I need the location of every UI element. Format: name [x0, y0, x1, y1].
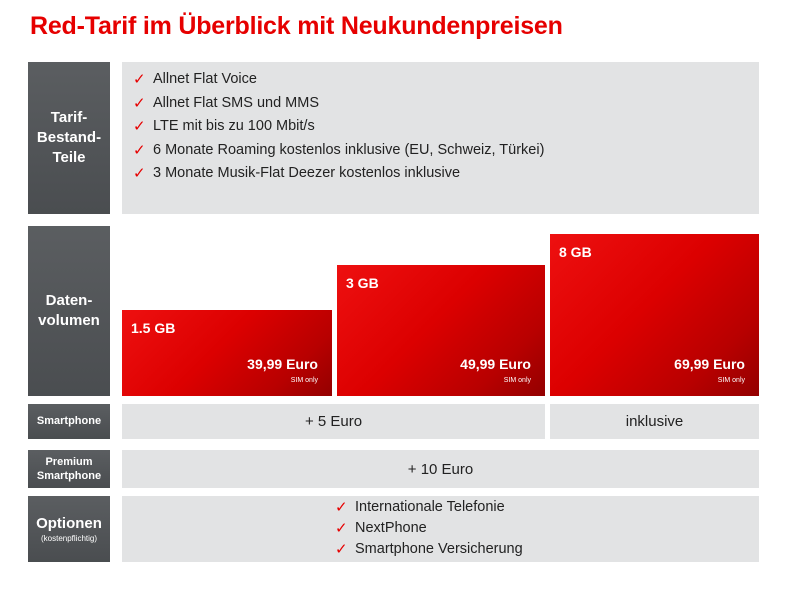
- tarif-feature-text: 6 Monate Roaming kostenlos inklusive (EU…: [153, 141, 545, 158]
- plan-1-5gb-card[interactable]: 1.5 GB 39,99 Euro SIM only: [122, 310, 332, 396]
- check-icon: ✓: [133, 94, 146, 112]
- check-icon: ✓: [133, 118, 146, 135]
- plan-price: 39,99 Euro: [247, 356, 318, 372]
- tarif-feature-item: ✓ 3 Monate Musik-Flat Deezer kostenlos in…: [133, 162, 544, 186]
- check-icon: ✓: [133, 165, 146, 182]
- smartphone-included-large-plan: inklusive: [550, 404, 759, 439]
- tarif-label-line-3: Teile: [52, 149, 86, 167]
- option-item: ✓ NextPhone: [335, 518, 523, 539]
- check-icon: ✓: [335, 520, 348, 537]
- option-text: NextPhone: [355, 520, 427, 536]
- datenvolumen-label: Daten- volumen: [28, 226, 110, 396]
- optionen-label-text: Optionen: [36, 514, 102, 532]
- plan-3gb-card[interactable]: 3 GB 49,99 Euro SIM only: [337, 265, 545, 396]
- tarif-feature-text: LTE mit bis zu 100 Mbit/s: [153, 118, 315, 134]
- option-text: Internationale Telefonie: [355, 499, 505, 515]
- check-icon: ✓: [133, 71, 146, 88]
- premium-surcharge: + 10 Euro: [122, 450, 759, 488]
- smartphone-label: Smartphone: [28, 404, 110, 439]
- plan-volume: 8 GB: [559, 244, 592, 260]
- tarif-label-line-1: Tarif-: [50, 108, 88, 126]
- plan-note: SIM only: [290, 377, 318, 384]
- tarif-feature-item: ✓ Allnet Flat SMS und MMS: [133, 92, 544, 116]
- tarif-feature-text: Allnet Flat SMS und MMS: [153, 94, 319, 111]
- tarif-features-panel: ✓ Allnet Flat Voice ✓ Allnet Flat SMS und …: [122, 62, 759, 214]
- plan-8gb-card[interactable]: 8 GB 69,99 Euro SIM only: [550, 234, 759, 396]
- plan-volume: 3 GB: [346, 275, 379, 291]
- daten-label-line-1: Daten-: [45, 291, 93, 309]
- premium-smartphone-label: Premium Smartphone: [28, 450, 110, 488]
- options-panel: ✓ Internationale Telefonie ✓ NextPhone ✓ Sm…: [122, 496, 759, 562]
- option-text: Smartphone Versicherung: [355, 541, 523, 557]
- plan-note: SIM only: [503, 377, 531, 384]
- check-icon: ✓: [133, 141, 146, 159]
- plan-price: 69,99 Euro: [674, 356, 745, 372]
- tarif-feature-text: Allnet Flat Voice: [153, 71, 257, 87]
- premium-label-line-2: Smartphone: [36, 470, 102, 482]
- tarif-feature-item: ✓ LTE mit bis zu 100 Mbit/s: [133, 115, 544, 139]
- options-list: ✓ Internationale Telefonie ✓ NextPhone ✓ Sm…: [335, 497, 523, 560]
- tarif-feature-list: ✓ Allnet Flat Voice ✓ Allnet Flat SMS und …: [133, 68, 544, 186]
- plan-price: 49,99 Euro: [460, 356, 531, 372]
- optionen-label-subtext: (kostenpflichtig): [40, 533, 98, 543]
- optionen-label: Optionen (kostenpflichtig): [28, 496, 110, 562]
- smartphone-surcharge-small-plans: + 5 Euro: [122, 404, 545, 439]
- option-item: ✓ Smartphone Versicherung: [335, 539, 523, 560]
- plan-note: SIM only: [717, 377, 745, 384]
- page-title: Red-Tarif im Überblick mit Neukundenprei…: [30, 12, 563, 40]
- tarif-label-line-2: Bestand-: [36, 128, 102, 146]
- tarif-bestandteile-label: Tarif- Bestand- Teile: [28, 62, 110, 214]
- check-icon: ✓: [335, 541, 348, 558]
- plan-volume: 1.5 GB: [131, 320, 176, 336]
- tarif-feature-item: ✓ Allnet Flat Voice: [133, 68, 544, 92]
- tarif-feature-item: ✓ 6 Monate Roaming kostenlos inklusive (E…: [133, 139, 544, 163]
- check-icon: ✓: [335, 499, 348, 516]
- tarif-feature-text: 3 Monate Musik-Flat Deezer kostenlos ink…: [153, 165, 461, 181]
- option-item: ✓ Internationale Telefonie: [335, 497, 523, 518]
- daten-label-line-2: volumen: [38, 312, 100, 329]
- premium-label-line-1: Premium: [45, 455, 93, 468]
